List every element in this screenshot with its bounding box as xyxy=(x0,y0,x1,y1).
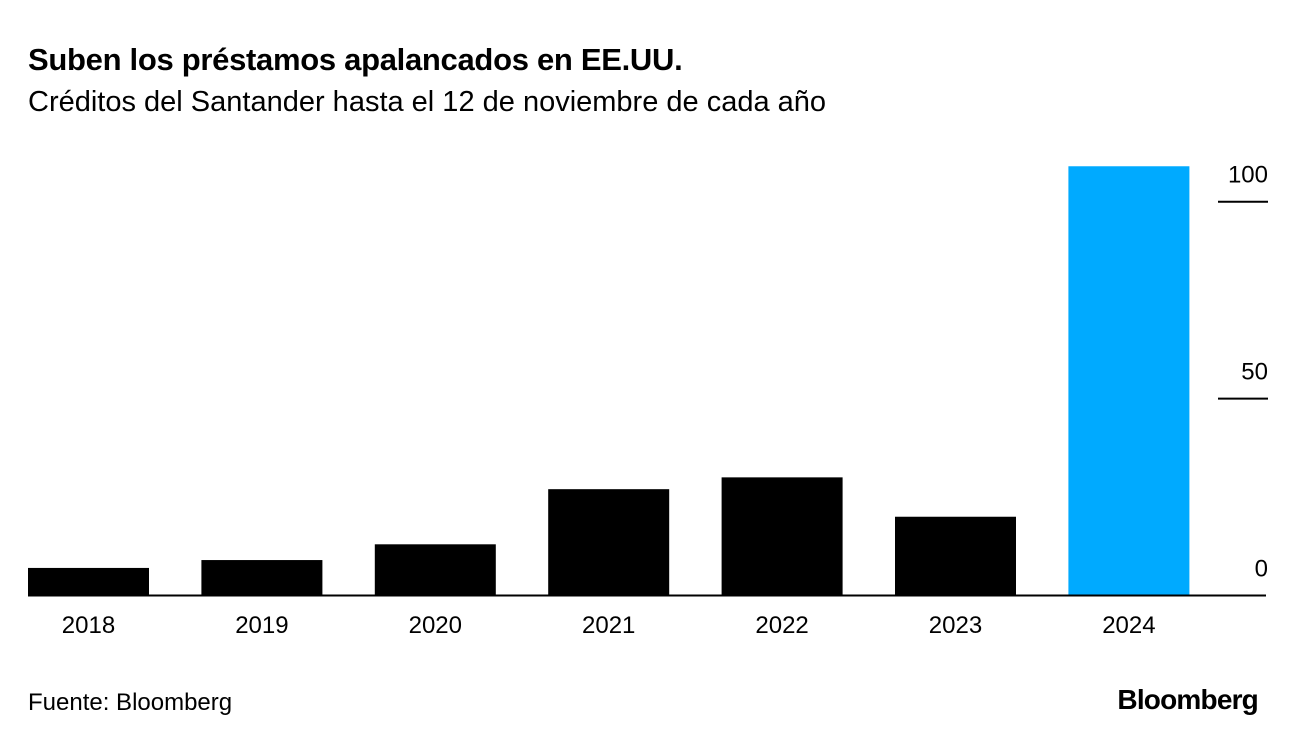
x-tick-label: 2024 xyxy=(1102,612,1155,639)
bloomberg-logo: Bloomberg xyxy=(1117,684,1258,715)
bar-2024 xyxy=(1068,166,1190,596)
y-tick-label: 50 xyxy=(1241,359,1268,386)
x-tick-label: 2020 xyxy=(409,612,462,639)
x-tick-label: 2021 xyxy=(582,612,635,639)
bar-2023 xyxy=(895,516,1016,596)
bar-2021 xyxy=(548,489,670,596)
source-note: Fuente: Bloomberg xyxy=(28,689,233,716)
x-tick-label: 2022 xyxy=(755,612,808,639)
bar-2018 xyxy=(28,567,149,596)
x-tick-label: 2023 xyxy=(929,612,982,639)
bar-2019 xyxy=(201,560,323,596)
bar-2022 xyxy=(721,477,843,596)
x-tick-label: 2018 xyxy=(62,612,115,639)
y-tick-label: 0 xyxy=(1255,556,1268,583)
bar-2020 xyxy=(374,544,496,596)
chart-title: Suben los préstamos apalancados en EE.UU… xyxy=(28,42,683,77)
x-tick-label: 2019 xyxy=(235,612,288,639)
chart-subtitle: Créditos del Santander hasta el 12 de no… xyxy=(28,86,827,118)
y-tick-label: 100 xyxy=(1228,162,1268,189)
